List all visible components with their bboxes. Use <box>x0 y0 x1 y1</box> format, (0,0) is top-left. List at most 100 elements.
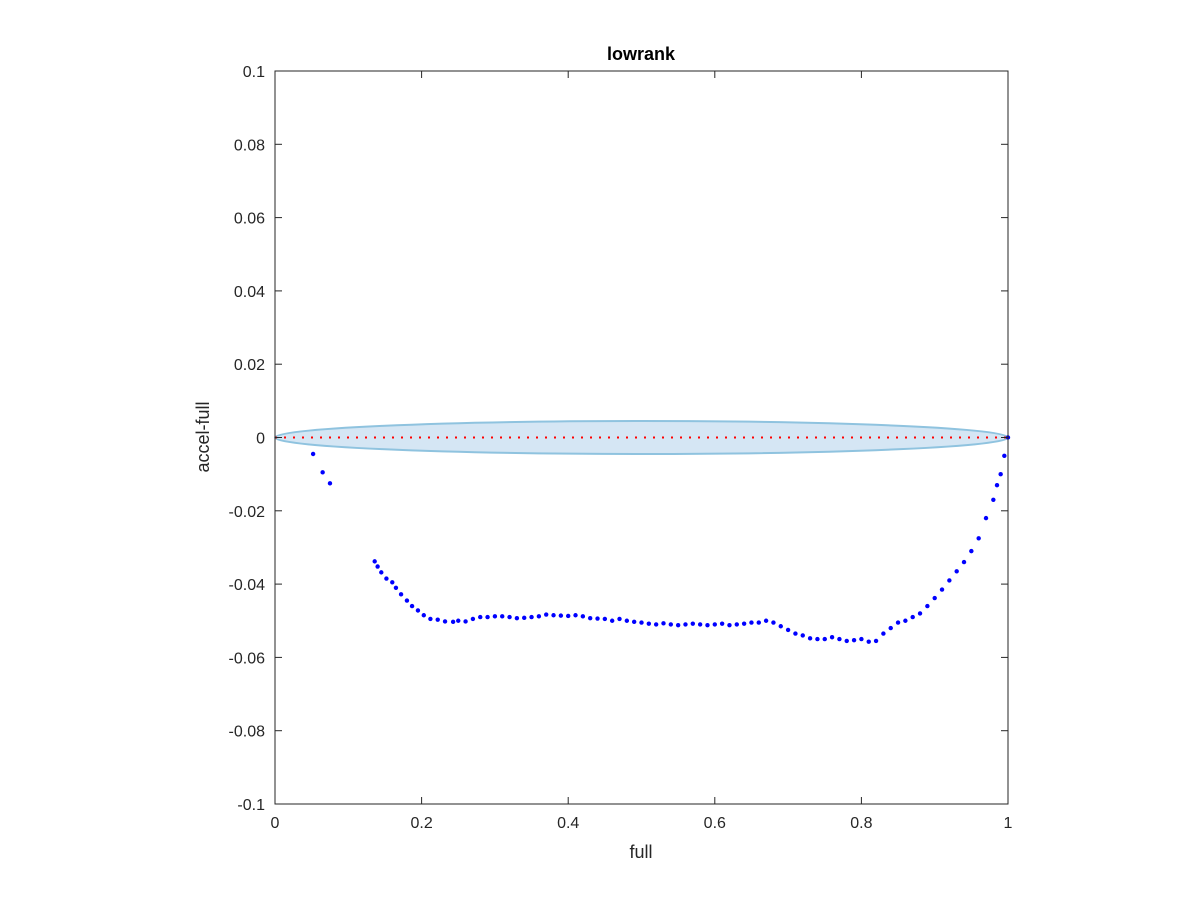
data-point <box>320 470 325 475</box>
data-point <box>881 631 886 636</box>
data-point <box>976 536 981 541</box>
data-point <box>375 564 380 569</box>
data-point <box>910 614 915 620</box>
y-tick-label: -0.06 <box>229 650 266 667</box>
data-point <box>661 621 666 626</box>
data-point <box>536 614 542 619</box>
data-point <box>888 625 893 631</box>
x-tick-label: 0 <box>271 815 280 832</box>
data-point <box>379 570 384 575</box>
data-point <box>421 613 426 618</box>
data-point <box>947 578 952 583</box>
data-point <box>327 481 333 486</box>
data-point <box>983 515 989 521</box>
y-tick-label: 0.06 <box>234 211 265 228</box>
data-point <box>624 618 630 623</box>
x-axis-ticks: 0 0.2 0.4 0.6 0.8 1 <box>271 71 1013 832</box>
data-point <box>450 619 456 625</box>
data-point <box>573 613 578 618</box>
x-tick-label: 0.6 <box>704 815 726 832</box>
data-point <box>639 620 644 625</box>
data-point <box>991 497 996 503</box>
data-point <box>500 614 505 619</box>
data-point <box>719 621 725 626</box>
data-point <box>492 614 498 619</box>
data-point <box>844 638 849 644</box>
data-point <box>485 614 490 620</box>
x-tick-label: 0.2 <box>410 815 432 832</box>
data-point <box>785 627 791 633</box>
data-point <box>837 636 842 642</box>
data-point <box>390 580 395 585</box>
data-point <box>631 619 637 625</box>
data-point <box>932 595 937 601</box>
data-point <box>551 613 556 618</box>
data-point <box>602 616 608 622</box>
plot-area <box>274 70 1011 805</box>
data-point <box>697 622 703 627</box>
data-point <box>595 616 600 621</box>
data-point <box>778 624 783 629</box>
data-point <box>961 559 967 565</box>
data-point <box>712 622 717 627</box>
data-point <box>741 621 747 626</box>
data-point <box>409 603 415 609</box>
data-point <box>954 569 959 574</box>
data-point <box>800 633 805 638</box>
data-point <box>435 617 440 622</box>
data-point <box>529 614 534 620</box>
data-point <box>393 585 399 590</box>
data-point <box>690 621 696 626</box>
data-point <box>398 592 404 597</box>
data-point <box>544 612 549 617</box>
data-point <box>478 614 483 620</box>
data-point <box>683 622 688 627</box>
data-point <box>442 619 448 624</box>
y-tick-label: 0 <box>256 431 265 448</box>
data-point <box>470 616 476 622</box>
y-tick-label: 0.04 <box>234 284 265 301</box>
data-point <box>829 635 835 640</box>
data-point <box>580 614 586 619</box>
data-point <box>372 559 377 564</box>
data-point <box>428 616 433 622</box>
y-tick-label: -0.08 <box>229 724 266 741</box>
data-point <box>925 603 930 609</box>
data-point <box>939 587 945 592</box>
data-point <box>771 620 776 625</box>
y-tick-label: -0.02 <box>229 504 266 521</box>
data-point <box>756 620 761 625</box>
chart-title: lowrank <box>607 44 676 64</box>
data-point <box>793 631 798 636</box>
data-point <box>873 638 879 644</box>
y-tick-label: -0.1 <box>237 797 265 814</box>
data-point <box>668 622 674 627</box>
data-point <box>566 613 571 619</box>
y-axis-label: accel-full <box>193 401 213 472</box>
data-point <box>903 618 908 623</box>
data-point <box>969 548 974 554</box>
data-point <box>859 636 864 642</box>
data-point <box>675 622 681 628</box>
data-point <box>558 613 564 618</box>
y-tick-label: 0.02 <box>234 357 265 374</box>
data-point <box>646 621 652 626</box>
data-point <box>514 615 520 621</box>
data-point <box>822 636 827 642</box>
data-point <box>310 451 316 457</box>
x-tick-label: 0.8 <box>850 815 872 832</box>
data-point <box>507 614 512 620</box>
data-point <box>866 639 871 644</box>
data-point <box>384 576 389 581</box>
data-point <box>734 622 739 627</box>
data-point <box>994 482 1000 488</box>
data-point <box>727 622 732 628</box>
y-axis-ticks: 0.1 0.08 0.06 0.04 0.02 0 -0.02 -0.04 -0.06 -0.08… <box>229 64 1008 814</box>
data-point <box>763 618 769 623</box>
y-tick-label: -0.04 <box>229 577 266 594</box>
data-point <box>617 616 622 622</box>
data-point <box>705 622 710 628</box>
data-point <box>1002 453 1007 459</box>
data-point <box>522 615 527 621</box>
